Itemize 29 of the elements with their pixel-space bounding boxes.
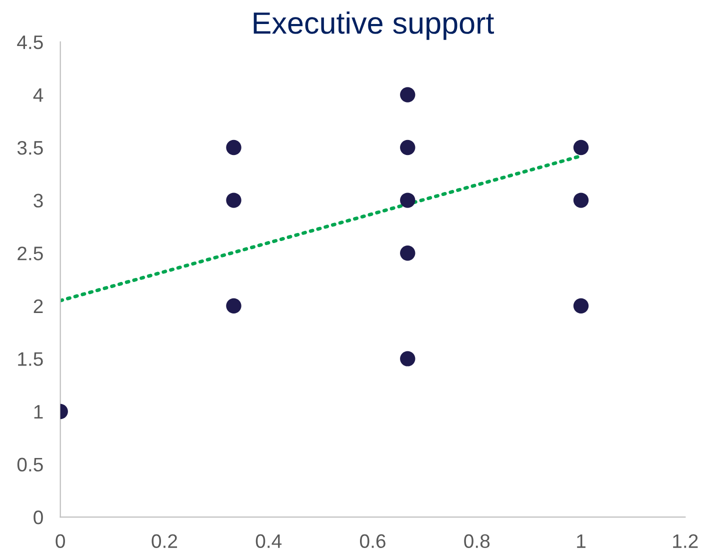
x-tick-label: 0.8 bbox=[464, 534, 490, 548]
y-tick-label: 2 bbox=[34, 299, 43, 313]
y-tick-label: 0.5 bbox=[17, 458, 43, 472]
y-tick-label: 3 bbox=[34, 194, 43, 208]
point bbox=[226, 140, 242, 156]
point bbox=[226, 192, 242, 208]
x-tick-label: 0.4 bbox=[256, 534, 282, 548]
y-tick-label: 4 bbox=[33, 88, 44, 102]
x-tick-label: 1 bbox=[577, 534, 586, 548]
point bbox=[573, 298, 589, 314]
point bbox=[573, 192, 589, 208]
point bbox=[400, 140, 416, 156]
point bbox=[573, 140, 589, 156]
x-tick-label: 0.6 bbox=[360, 534, 386, 548]
chart-title: Executive support bbox=[254, 11, 494, 40]
y-tick-label: 1.5 bbox=[18, 352, 43, 366]
y-tick-label: 4.5 bbox=[17, 36, 43, 50]
point bbox=[400, 351, 416, 366]
point bbox=[226, 298, 242, 314]
y-tick-label: 0 bbox=[34, 510, 43, 524]
x-tick-label: 1.2 bbox=[673, 534, 698, 548]
y-tick-label: 2.5 bbox=[18, 246, 43, 260]
x-tick-label: 0 bbox=[56, 534, 65, 548]
point bbox=[400, 87, 416, 102]
point bbox=[400, 192, 416, 208]
point bbox=[400, 245, 416, 261]
y-tick-label: 1 bbox=[34, 405, 43, 419]
y-tick-label: 3.5 bbox=[17, 140, 43, 155]
x-tick-label: 0.2 bbox=[152, 534, 178, 548]
